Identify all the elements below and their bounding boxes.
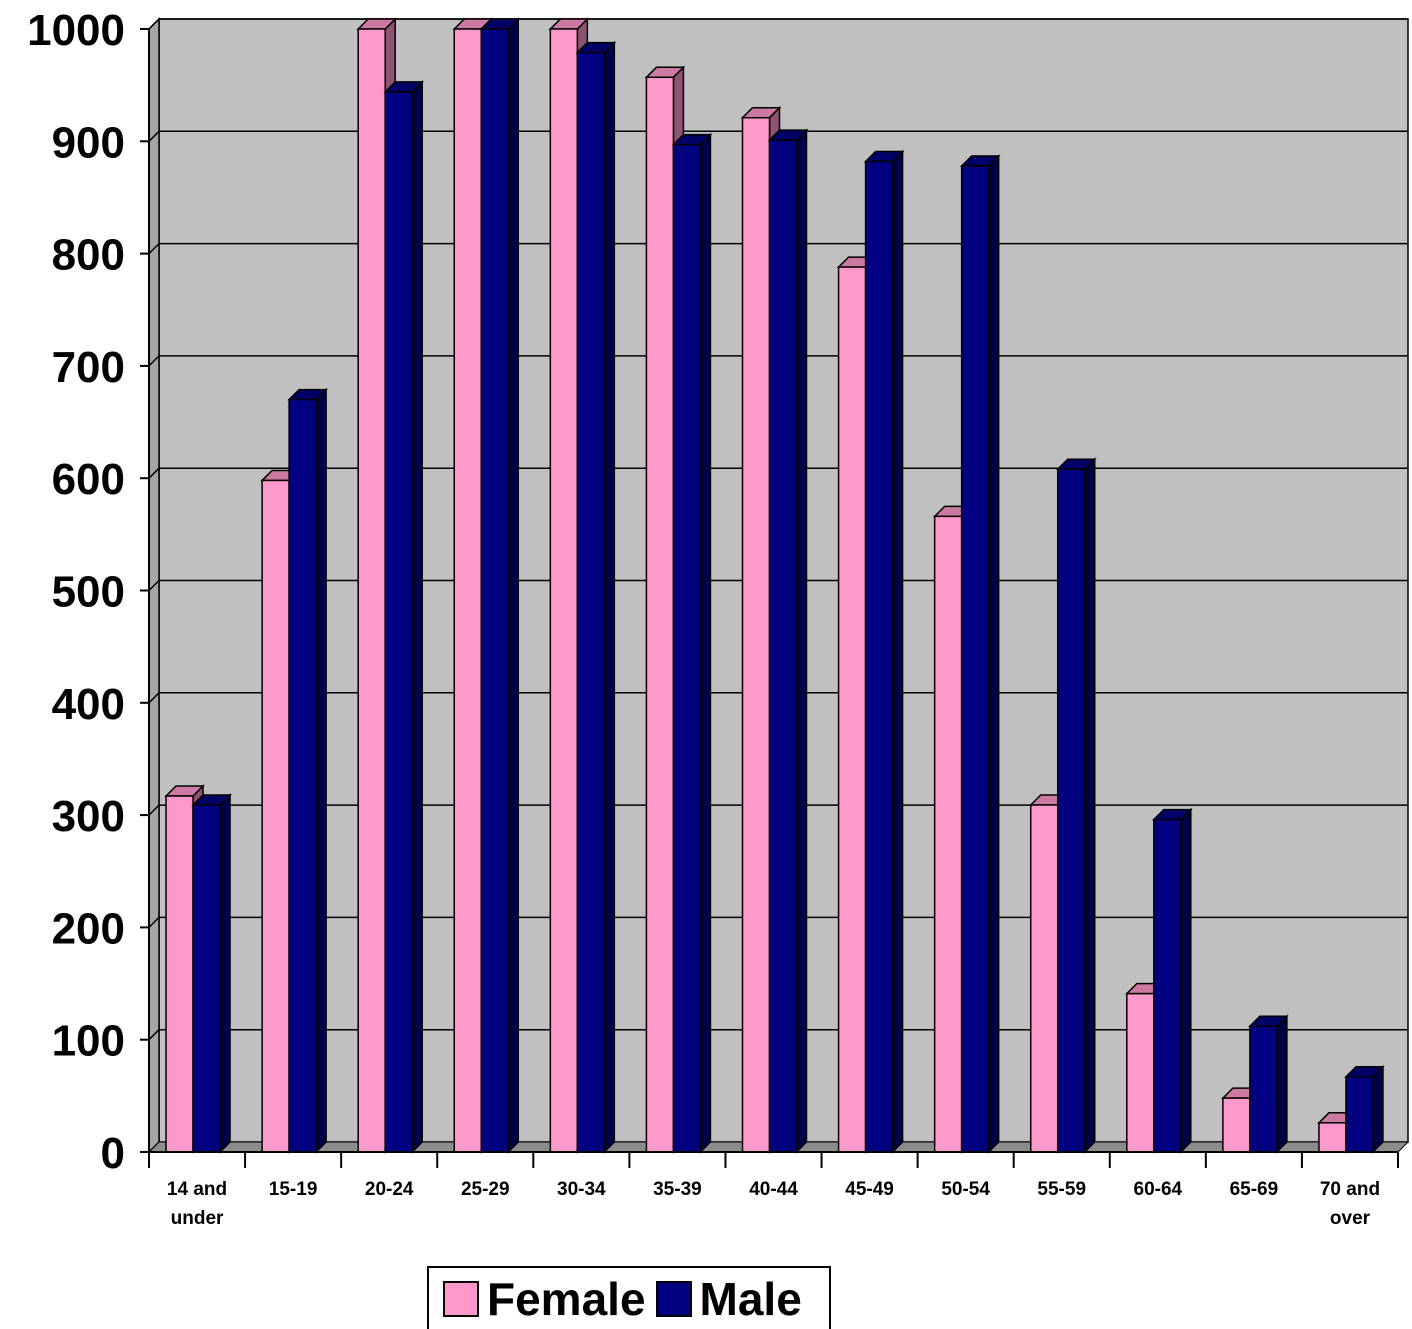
legend-item-female: Female — [443, 1276, 646, 1322]
legend-label-female: Female — [487, 1272, 646, 1325]
y-tick-label: 400 — [52, 680, 125, 729]
y-tick-label: 1000 — [27, 6, 125, 55]
x-axis-ticks: 14 and under 15-19 20-24 25-29 30-34 35-39 40-4… — [167, 1179, 1380, 1229]
gridline-diag — [148, 916, 160, 928]
gridline-diag — [148, 243, 160, 255]
bar-male-0 — [191, 793, 232, 1154]
bar-male-5 — [671, 132, 713, 1154]
bar-male-7 — [863, 149, 905, 1154]
x-tick-label: 65-69 — [1230, 1179, 1279, 1200]
gridline-diag — [148, 18, 160, 30]
bar-male-8 — [959, 154, 1001, 1154]
gridline-diag — [148, 1029, 160, 1041]
y-tick-label: 600 — [52, 455, 125, 504]
x-tick-label: 20-24 — [365, 1179, 414, 1200]
legend-label-male: Male — [699, 1272, 802, 1325]
y-tick-label: 700 — [52, 343, 125, 392]
bar-male-2 — [383, 80, 425, 1154]
bar-male-9 — [1055, 457, 1097, 1154]
x-tick-label: 50-54 — [941, 1179, 990, 1200]
bar-male-3 — [479, 17, 521, 1154]
x-tick-label: 45-49 — [845, 1179, 894, 1200]
legend: Female Male — [427, 1266, 831, 1329]
x-tick-label: over — [1330, 1208, 1371, 1229]
y-axis-ticks: 0 100 200 300 400 500 600 700 800 900 1000 — [27, 6, 125, 1178]
bar-male-10 — [1151, 807, 1193, 1154]
axes — [140, 28, 1399, 1168]
legend-swatch-female — [443, 1280, 479, 1317]
bar-male-6 — [767, 128, 809, 1154]
gridline-diag — [148, 804, 160, 816]
y-tick-label: 500 — [52, 568, 125, 617]
x-tick-label: 30-34 — [557, 1179, 606, 1200]
x-tick-label: 40-44 — [749, 1179, 798, 1200]
x-tick-label: 55-59 — [1037, 1179, 1086, 1200]
bar-male-12 — [1344, 1064, 1385, 1154]
bars — [164, 17, 1385, 1154]
x-tick-label: 60-64 — [1134, 1179, 1183, 1200]
y-tick-label: 300 — [52, 792, 125, 841]
x-tick-label: 70 and — [1320, 1179, 1380, 1200]
gridline-diag — [148, 355, 160, 367]
y-tick-label: 100 — [52, 1017, 125, 1066]
gridline-diag — [148, 467, 160, 479]
x-tick-label: 14 and — [167, 1179, 227, 1200]
y-tick-label: 0 — [101, 1129, 125, 1178]
x-tick-label: 15-19 — [269, 1179, 318, 1200]
x-tick-label: 35-39 — [653, 1179, 702, 1200]
gridline-diag — [148, 692, 160, 704]
legend-item-male: Male — [655, 1272, 802, 1325]
bar-male-11 — [1248, 1014, 1289, 1154]
gridline-diag — [148, 130, 160, 142]
gridline-diag — [148, 579, 160, 592]
y-tick-label: 800 — [52, 231, 125, 280]
y-tick-label: 900 — [52, 118, 125, 167]
y-tick-label: 200 — [52, 904, 125, 953]
bar-male-1 — [287, 387, 328, 1154]
x-tick-label: under — [171, 1208, 224, 1229]
x-tick-label: 25-29 — [461, 1179, 510, 1200]
legend-swatch-male — [655, 1280, 692, 1317]
bar-male-4 — [575, 40, 617, 1154]
